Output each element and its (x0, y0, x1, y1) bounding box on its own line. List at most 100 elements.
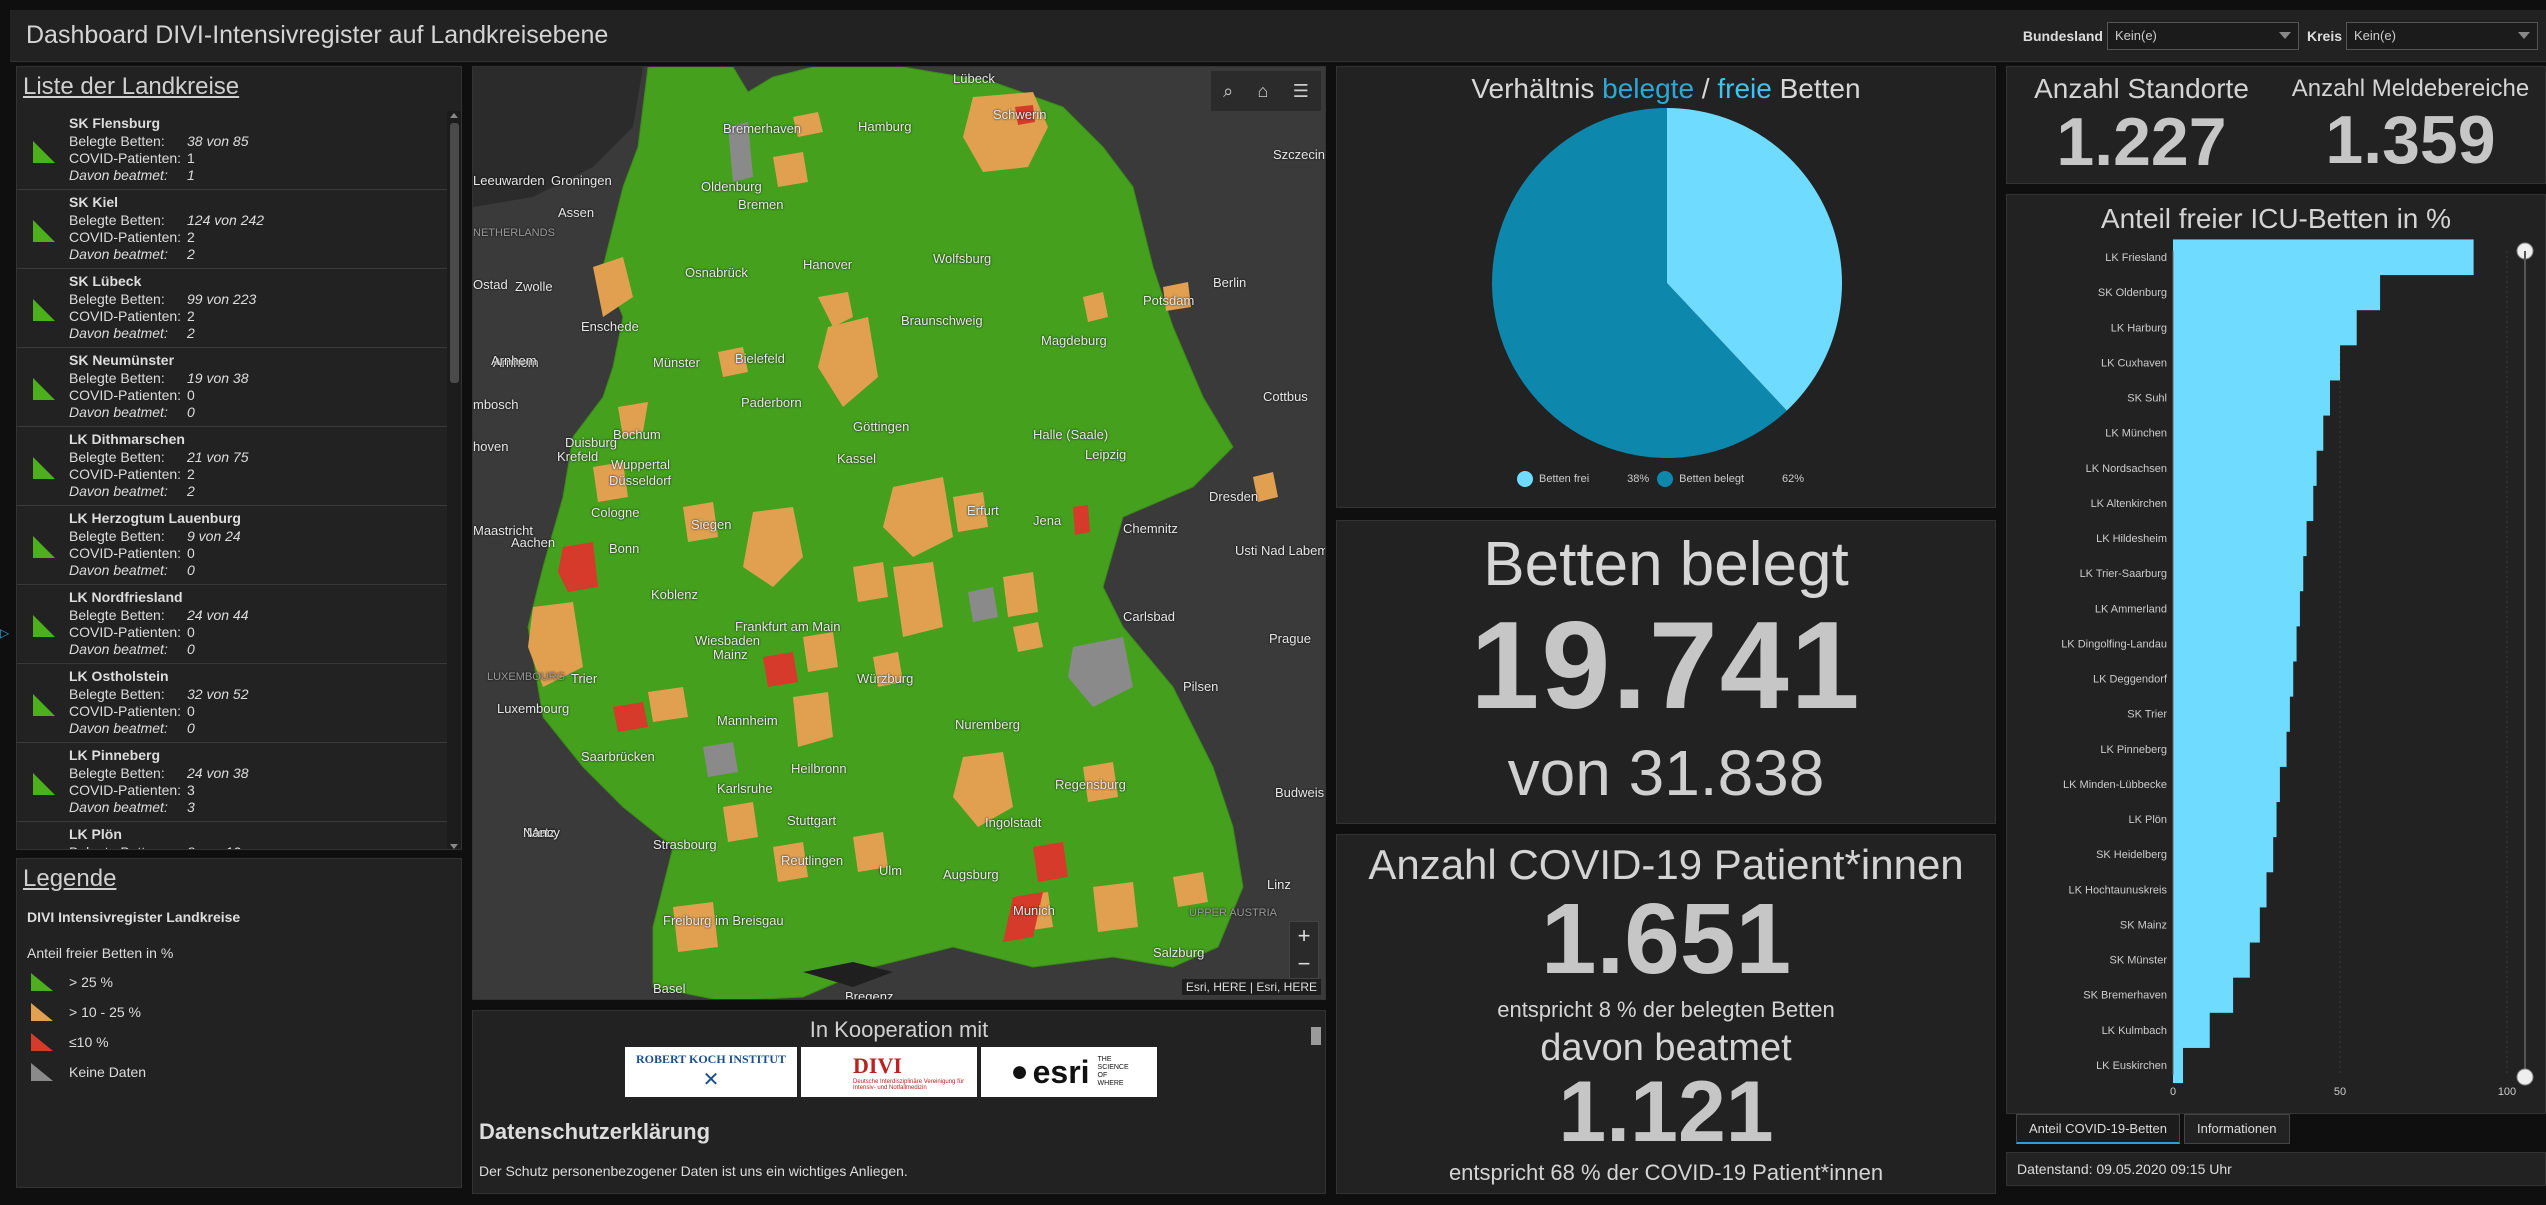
legend-item-label: Keine Daten (69, 1064, 147, 1080)
ventilated-value: 0 (187, 641, 195, 657)
list-item[interactable]: LK Pinneberg Belegte Betten: 24 von 38 COVI… (17, 743, 447, 822)
bar[interactable] (2173, 450, 2317, 486)
bar[interactable] (2173, 1012, 2210, 1048)
map-label: Berlin (1213, 275, 1247, 290)
bar[interactable] (2173, 731, 2287, 767)
list-scrollbar[interactable] (447, 111, 461, 849)
counts-panel: Anzahl Standorte 1.227 Anzahl Meldeberei… (2006, 66, 2546, 184)
list-title: Liste der Landkreise (23, 73, 240, 100)
pie-title-prefix: Verhältnis (1471, 73, 1603, 104)
divi-logo[interactable]: DIVI Deutsche Interdisziplinäre Vereinig… (801, 1047, 977, 1097)
bar[interactable] (2173, 801, 2277, 838)
beds-label: Belegte Betten: (69, 291, 165, 307)
bar[interactable] (2173, 871, 2267, 908)
list-icon[interactable]: ☰ (1292, 80, 1309, 101)
bar[interactable] (2173, 836, 2274, 873)
map-label: Groningen (551, 173, 612, 188)
bar[interactable] (2173, 977, 2234, 1013)
page-title: Dashboard DIVI-Intensivregister auf Land… (26, 21, 609, 49)
landkreis-name: LK Herzogtum Lauenburg (69, 510, 241, 526)
pie-title-suffix: Betten (1771, 73, 1861, 104)
zoom-out-button[interactable]: − (1297, 951, 1311, 976)
list-item[interactable]: LK Nordfriesland Belegte Betten: 24 von 44… (17, 585, 447, 664)
list-item[interactable]: LK Herzogtum Lauenburg Belegte Betten: 9 v… (17, 506, 447, 585)
tab-covid-beds[interactable]: Anteil COVID-19-Betten (2016, 1114, 2181, 1144)
bundesland-select[interactable]: Kein(e) (2106, 21, 2299, 50)
sites-value: 1.227 (2056, 104, 2227, 180)
map-label: Magdeburg (1041, 333, 1107, 348)
bar[interactable] (2173, 766, 2280, 803)
landkreis-name: LK Nordfriesland (69, 589, 183, 605)
scroll-thumb[interactable] (1311, 1027, 1321, 1045)
ventilated-label: Davon beatmet: (69, 720, 168, 736)
category-label: SK Heidelberg (2096, 849, 2167, 861)
scroll-thumb[interactable] (450, 123, 459, 383)
pie-slice-occupied[interactable] (1492, 108, 1787, 458)
search-icon[interactable]: ⌕ (1223, 80, 1234, 101)
bar[interactable] (2173, 1047, 2184, 1084)
map-label: Kassel (837, 451, 877, 466)
bar[interactable] (2173, 625, 2297, 662)
map-label: Szczecin (1273, 147, 1326, 162)
map-label: Stuttgart (787, 813, 837, 828)
landkreis-list-panel: Liste der Landkreise SK Flensburg Belegte… (16, 66, 462, 850)
side-expand-icon[interactable]: ▷ (0, 626, 10, 640)
zoom-slider-handle[interactable] (2516, 1068, 2534, 1086)
scroll-up-icon[interactable] (450, 113, 458, 118)
list-item[interactable]: LK Ostholstein Belegte Betten: 32 von 52 CO… (17, 664, 447, 743)
zoom-in-button[interactable]: + (1297, 923, 1311, 948)
legend-layer-name: DIVI Intensivregister Landkreise (27, 909, 241, 925)
list-item[interactable]: SK Neumünster Belegte Betten: 19 von 38 COV… (17, 348, 447, 427)
tab-information[interactable]: Informationen (2184, 1114, 2290, 1144)
x-tick-label: 100 (2498, 1086, 2516, 1098)
covid-label: COVID-Patienten: (69, 703, 182, 719)
bar[interactable] (2173, 239, 2474, 276)
bar[interactable] (2173, 520, 2307, 557)
bar[interactable] (2173, 485, 2314, 521)
rki-logo[interactable]: ROBERT KOCH INSTITUT ✕ (625, 1047, 797, 1097)
bar[interactable] (2173, 906, 2260, 943)
beds-label: Belegte Betten: (69, 449, 165, 465)
bar[interactable] (2173, 274, 2381, 311)
scroll-down-icon[interactable] (450, 844, 458, 849)
esri-logo[interactable]: ● esri THE SCIENCE OF WHERE (981, 1047, 1157, 1097)
ventilated-label: Davon beatmet: (69, 246, 168, 262)
beds-label: Belegte Betten: (69, 133, 165, 149)
bar[interactable] (2173, 555, 2304, 592)
germany-map[interactable] (473, 67, 1326, 1000)
bundesland-value: Kein(e) (2114, 27, 2157, 43)
beds-value: 21 von 75 (187, 449, 249, 465)
coop-scrollbar[interactable] (1309, 1017, 1323, 1187)
bar[interactable] (2173, 309, 2357, 346)
bar[interactable] (2173, 379, 2330, 416)
bar[interactable] (2173, 344, 2340, 381)
bar[interactable] (2173, 415, 2324, 451)
bar[interactable] (2173, 590, 2300, 627)
list-item[interactable]: SK Lübeck Belegte Betten: 99 von 223 COVID-… (17, 269, 447, 348)
covid-label: COVID-Patienten: (69, 545, 182, 561)
home-icon[interactable]: ⌂ (1257, 80, 1269, 101)
list-item[interactable]: LK PlönBelegte Betten:8 von 12COVID-Pati… (17, 822, 447, 849)
category-label: LK Altenkirchen (2091, 498, 2167, 510)
pie-slice-free[interactable] (1667, 108, 1842, 411)
globe-icon: ● (1010, 1055, 1029, 1088)
list-item[interactable]: SK Kiel Belegte Betten: 124 von 242 COVID-P… (17, 190, 447, 269)
kreis-select[interactable]: Kein(e) (2346, 21, 2538, 50)
map-label: Arnhem (491, 353, 537, 368)
bar[interactable] (2173, 942, 2250, 978)
legend-item-label: > 25 % (69, 974, 113, 990)
bar[interactable] (2173, 696, 2290, 732)
list-item[interactable]: LK Dithmarschen Belegte Betten: 21 von 75 C… (17, 427, 447, 506)
ventilated-value: 1 (187, 167, 195, 183)
ventilated-value: 0 (187, 720, 195, 736)
list-item[interactable]: SK Flensburg Belegte Betten: 38 von 85 COVI… (17, 111, 447, 190)
chevron-down-icon (2278, 31, 2291, 39)
bar-chart-title: Anteil freier ICU-Betten in % (2100, 203, 2452, 234)
landkreis-name: SK Flensburg (69, 115, 161, 131)
data-timestamp: Datenstand: 09.05.2020 09:15 Uhr (2006, 1152, 2546, 1186)
privacy-text: Der Schutz personenbezogener Daten ist u… (479, 1163, 908, 1179)
map-attribution: Esri, HERE | Esri, HERE (1181, 979, 1321, 995)
map-view[interactable]: Lübeck Hamburg Schwerin Bremerhaven Groninge… (472, 66, 1326, 1000)
pie-title-free: freie (1717, 73, 1772, 104)
bar[interactable] (2173, 661, 2294, 697)
